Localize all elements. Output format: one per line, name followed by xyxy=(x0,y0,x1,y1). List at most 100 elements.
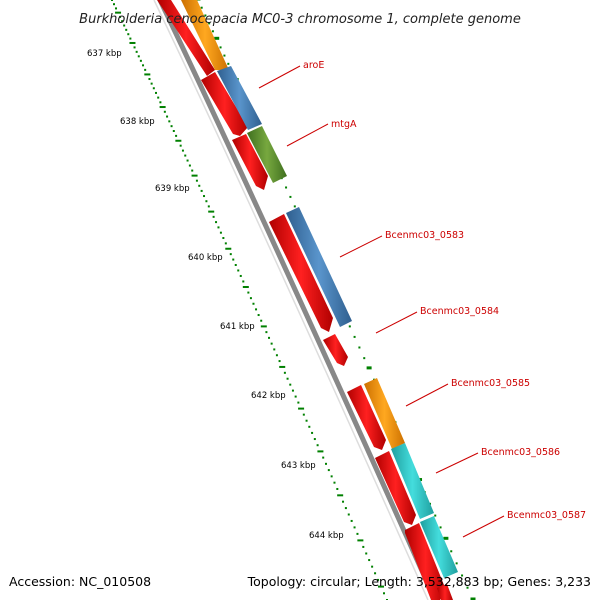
scale-tick xyxy=(198,184,201,187)
outer-tick xyxy=(285,186,288,189)
scale-tick xyxy=(157,96,160,99)
scale-tick xyxy=(330,475,333,478)
scale-ticks xyxy=(111,0,388,600)
scale-tick xyxy=(121,20,124,23)
scale-label: 642 kbp xyxy=(251,391,286,401)
scale-tick xyxy=(308,425,311,428)
scale-tick xyxy=(260,319,263,322)
scale-tick xyxy=(242,286,249,289)
cog-feature[interactable] xyxy=(286,207,352,327)
outer-tick xyxy=(211,30,214,33)
scale-tick xyxy=(283,371,286,374)
scale-tick xyxy=(133,46,136,49)
gene-label-0587[interactable]: Bcenmc03_0587 xyxy=(507,510,586,521)
scale-tick xyxy=(170,125,173,128)
gene-label-aroE[interactable]: aroE xyxy=(303,60,324,71)
scale-tick xyxy=(217,226,220,229)
cds-feature[interactable] xyxy=(201,72,248,136)
scale-tick xyxy=(237,269,240,272)
scale-tick xyxy=(371,565,374,568)
cog-feature[interactable] xyxy=(420,516,458,578)
outer-tick xyxy=(293,205,296,208)
cds-feature[interactable] xyxy=(437,584,453,600)
scale-tick xyxy=(357,539,364,542)
outer-tick xyxy=(439,526,442,529)
scale-tick xyxy=(137,55,140,58)
cog-feature[interactable] xyxy=(391,443,434,519)
cds-feature[interactable] xyxy=(375,451,416,525)
accession-text: Accession: NC_010508 xyxy=(9,574,151,589)
topology-text: Topology: circular; Length: 3,532,883 bp… xyxy=(247,574,591,589)
cds-feature[interactable] xyxy=(323,334,348,366)
scale-tick xyxy=(166,115,169,118)
cds-feature[interactable] xyxy=(347,385,386,450)
gene-labels: aroE mtgA Bcenmc03_0583 Bcenmc03_0584 Bc… xyxy=(303,60,586,521)
scale-tick xyxy=(113,3,116,6)
outer-tick xyxy=(200,6,203,9)
scale-tick xyxy=(302,413,305,416)
scale-tick xyxy=(278,360,281,363)
scale-tick xyxy=(181,149,184,152)
gene-label-0583[interactable]: Bcenmc03_0583 xyxy=(385,230,464,241)
scale-tick xyxy=(212,215,215,218)
scale-tick xyxy=(129,37,132,40)
outer-tick xyxy=(450,550,453,553)
outer-tick xyxy=(208,22,211,25)
gene-label-0585[interactable]: Bcenmc03_0585 xyxy=(451,378,530,389)
scale-labels: 637 kbp 638 kbp 639 kbp 640 kbp 641 kbp … xyxy=(87,49,344,541)
cog-feature[interactable] xyxy=(364,378,405,449)
cds-feature[interactable] xyxy=(157,0,215,76)
cds-feature[interactable] xyxy=(269,214,333,332)
scale-tick xyxy=(368,559,371,562)
scale-tick xyxy=(289,383,292,386)
gene-features xyxy=(157,0,458,600)
scale-tick xyxy=(203,195,206,198)
genome-backbone-inner xyxy=(153,0,429,600)
scale-label: 638 kbp xyxy=(120,117,155,127)
scale-label: 641 kbp xyxy=(220,322,255,332)
cds-feature[interactable] xyxy=(405,523,446,600)
scale-tick xyxy=(144,73,151,76)
scale-tick xyxy=(317,450,324,453)
cog-feature[interactable] xyxy=(217,66,262,130)
scale-tick xyxy=(336,487,339,490)
scale-tick xyxy=(268,336,271,339)
cog-feature[interactable] xyxy=(247,126,287,183)
cds-feature[interactable] xyxy=(181,0,229,70)
gene-label-0586[interactable]: Bcenmc03_0586 xyxy=(481,447,560,458)
outer-tick xyxy=(363,357,366,360)
outer-tick xyxy=(470,597,476,600)
scale-tick xyxy=(270,342,273,345)
scale-tick xyxy=(337,494,344,497)
outer-tick xyxy=(195,0,201,1)
scale-label: 640 kbp xyxy=(188,253,223,263)
scale-tick xyxy=(234,264,237,266)
outer-tick xyxy=(214,36,220,40)
scale-label: 637 kbp xyxy=(87,49,122,59)
scale-tick xyxy=(327,469,330,472)
scale-tick xyxy=(205,200,208,203)
scale-tick xyxy=(383,592,386,595)
outer-tick xyxy=(289,195,292,198)
scale-tick xyxy=(155,91,158,94)
scale-tick xyxy=(279,365,286,368)
scale-tick xyxy=(144,68,147,71)
scale-tick xyxy=(168,120,171,123)
scale-tick xyxy=(111,0,113,1)
scale-tick xyxy=(115,11,122,14)
scale-tick xyxy=(186,159,189,162)
scale-label: 639 kbp xyxy=(155,184,190,194)
gene-label-mtgA[interactable]: mtgA xyxy=(331,119,357,130)
scale-tick xyxy=(333,481,336,484)
outer-tick xyxy=(461,574,464,577)
cds-feature[interactable] xyxy=(232,134,268,190)
gene-label-0584[interactable]: Bcenmc03_0584 xyxy=(420,306,499,317)
scale-tick xyxy=(135,50,138,53)
scale-tick xyxy=(239,274,242,277)
scale-tick xyxy=(208,210,215,213)
scale-tick xyxy=(322,456,325,459)
outer-tick xyxy=(366,366,372,370)
scale-tick xyxy=(127,33,130,36)
scale-tick xyxy=(291,389,294,392)
scale-tick xyxy=(298,407,305,410)
